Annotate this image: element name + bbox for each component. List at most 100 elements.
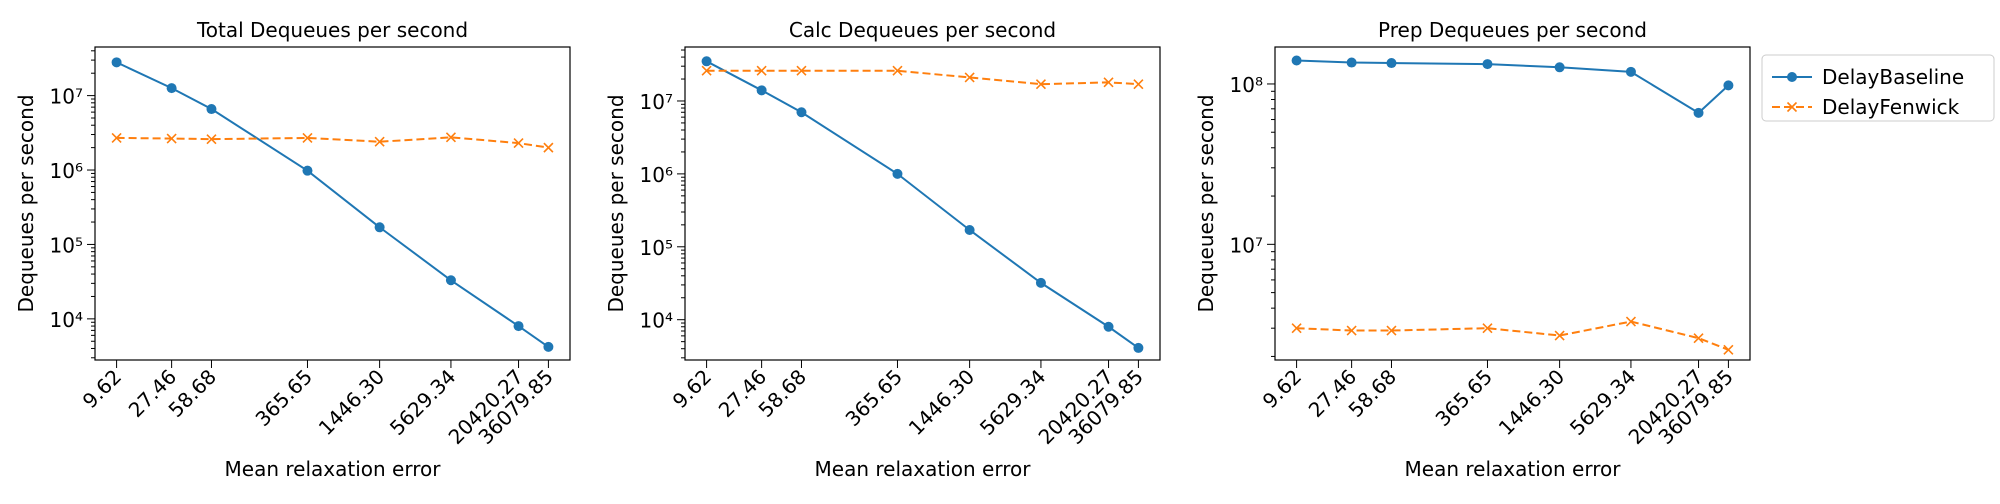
data-point-delayfenwick [445,132,456,143]
x-marker-stroke [206,134,217,145]
data-point-delayfenwick [1291,323,1302,334]
data-point-delayfenwick [796,65,807,76]
data-point-delayfenwick [1133,79,1144,90]
x-marker-stroke [1723,344,1734,355]
y-axis-label: Dequeues per second [604,94,628,312]
y-tick-label: 10⁵ [640,236,673,260]
data-point-delayfenwick [964,72,975,83]
x-tick-label: 9.62 [78,365,126,413]
data-point-delayfenwick [1554,330,1565,341]
data-point-delaybaseline [1035,277,1046,288]
data-point-delaybaseline [445,275,456,286]
x-marker-stroke [374,136,385,147]
data-point-delaybaseline [964,224,975,235]
legend-label-delaybaseline: DelayBaseline [1822,65,1964,89]
data-point-delayfenwick [1482,323,1493,334]
legend-marker-delaybaseline [1787,72,1797,82]
data-point-delaybaseline [1693,107,1704,118]
x-marker-stroke [302,132,313,143]
x-marker-stroke [1625,316,1636,327]
plot-frame [1274,46,1751,361]
y-tick-label: 10⁶ [50,159,83,183]
data-point-delaybaseline [701,56,712,67]
x-marker-stroke [1554,330,1565,341]
x-marker-stroke [1103,77,1114,88]
chart-panel-2: Calc Dequeues per second 10⁴ 10⁵ 10⁶ 10⁷ 9.62… [604,18,1161,481]
x-axis-label: Mean relaxation error [225,457,442,481]
data-point-delayfenwick [1625,316,1636,327]
data-point-delaybaseline [1103,321,1114,332]
x-marker-stroke [964,72,975,83]
data-point-delaybaseline [206,104,217,115]
data-point-delayfenwick [302,132,313,143]
y-tick-label: 10⁵ [50,233,83,257]
data-point-delayfenwick [166,133,177,144]
series-line-delaybaseline [116,61,549,348]
x-marker-stroke [1386,325,1397,336]
x-marker-stroke [796,65,807,76]
data-point-delaybaseline [374,222,385,233]
x-marker-stroke [701,65,712,76]
y-tick-label: 10⁷ [640,90,673,114]
y-tick-label: 10⁷ [50,85,83,109]
series-line-delayfenwick [116,136,549,149]
legend-box [1761,54,1995,122]
data-point-delaybaseline [1554,62,1565,73]
data-point-delayfenwick [1386,325,1397,336]
data-point-delaybaseline [302,165,313,176]
data-point-delaybaseline [1291,55,1302,66]
data-point-delaybaseline [796,107,807,118]
x-marker-stroke [1482,323,1493,334]
data-point-delaybaseline [543,341,554,352]
data-point-delaybaseline [1386,58,1397,69]
data-point-delaybaseline [756,85,767,96]
data-point-delaybaseline [513,321,524,332]
x-marker-stroke [166,133,177,144]
legend-label-delayfenwick: DelayFenwick [1822,95,1960,119]
data-point-delaybaseline [1346,57,1357,68]
x-tick-label: 9.62 [1258,365,1306,413]
x-marker-stroke [1291,323,1302,334]
data-point-delayfenwick [1035,79,1046,90]
x-tick-label: 1446.30 [904,365,979,440]
series-line-delaybaseline [1296,59,1730,115]
y-axis-label: Dequeues per second [1194,94,1218,312]
chart-title: Total Dequeues per second [196,18,468,42]
chart-title: Calc Dequeues per second [789,18,1056,42]
data-point-delayfenwick [206,134,217,145]
data-point-delayfenwick [1723,344,1734,355]
data-point-delayfenwick [1693,333,1704,344]
x-tick-label: 9.62 [668,365,716,413]
x-marker-stroke [543,142,554,153]
x-marker-stroke [1035,79,1046,90]
x-marker-stroke [1346,325,1357,336]
chart-title: Prep Dequeues per second [1378,18,1647,42]
x-tick-label: 365.65 [1431,365,1497,431]
data-point-delayfenwick [1103,77,1114,88]
data-point-delaybaseline [892,168,903,179]
plot-frame [684,46,1161,361]
series-line-delayfenwick [1296,320,1729,351]
y-tick-label: 10⁴ [50,308,83,332]
y-tick-label: 10⁸ [1230,73,1263,97]
x-marker-stroke [445,132,456,143]
data-point-delayfenwick [892,65,903,76]
chart-panel-1: Total Dequeues per second 10⁴ 10⁵ 10⁶ 10⁷ 9.6… [14,18,571,481]
data-point-delaybaseline [111,57,122,68]
data-point-delayfenwick [111,132,122,143]
x-tick-label: 1446.30 [314,365,389,440]
data-point-delayfenwick [513,138,524,149]
y-tick-label: 10⁶ [640,163,673,187]
x-marker-stroke [756,65,767,76]
data-point-delaybaseline [1723,80,1734,91]
x-axis-label: Mean relaxation error [815,457,1032,481]
data-point-delaybaseline [1133,342,1144,353]
x-marker-stroke [1693,333,1704,344]
x-tick-label: 1446.30 [1494,365,1569,440]
series-line-delaybaseline [706,60,1139,349]
x-marker-stroke [111,132,122,143]
data-point-delaybaseline [1482,59,1493,70]
series-line-delayfenwick [706,69,1139,86]
data-point-delayfenwick [756,65,767,76]
